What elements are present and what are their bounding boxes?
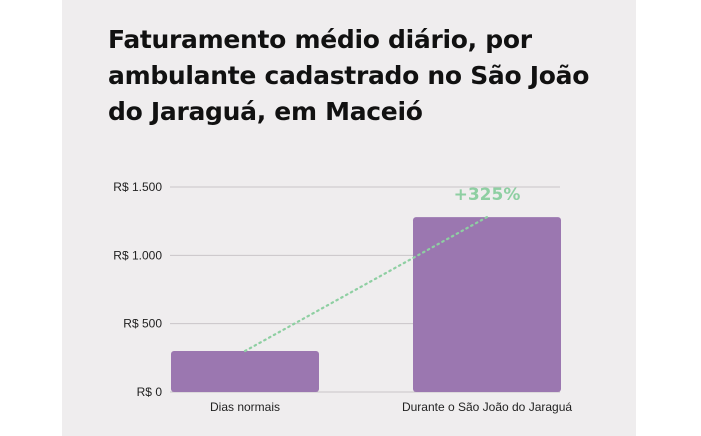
bar-sao-joao [413,217,561,392]
bar-dias-normais [171,351,319,392]
y-tick-label: R$ 500 [123,317,162,331]
y-tick-label: R$ 0 [137,385,163,399]
chart-title: Faturamento médio diário, por ambulante … [108,25,590,126]
growth-annotation: +325% [454,185,521,205]
y-tick-label: R$ 1.000 [113,248,162,262]
y-tick-label: R$ 1.500 [113,180,162,194]
growth-trend-line [243,215,489,353]
x-category-label: Dias normais [210,400,280,414]
x-category-label: Durante o São João do Jaraguá [402,400,572,414]
